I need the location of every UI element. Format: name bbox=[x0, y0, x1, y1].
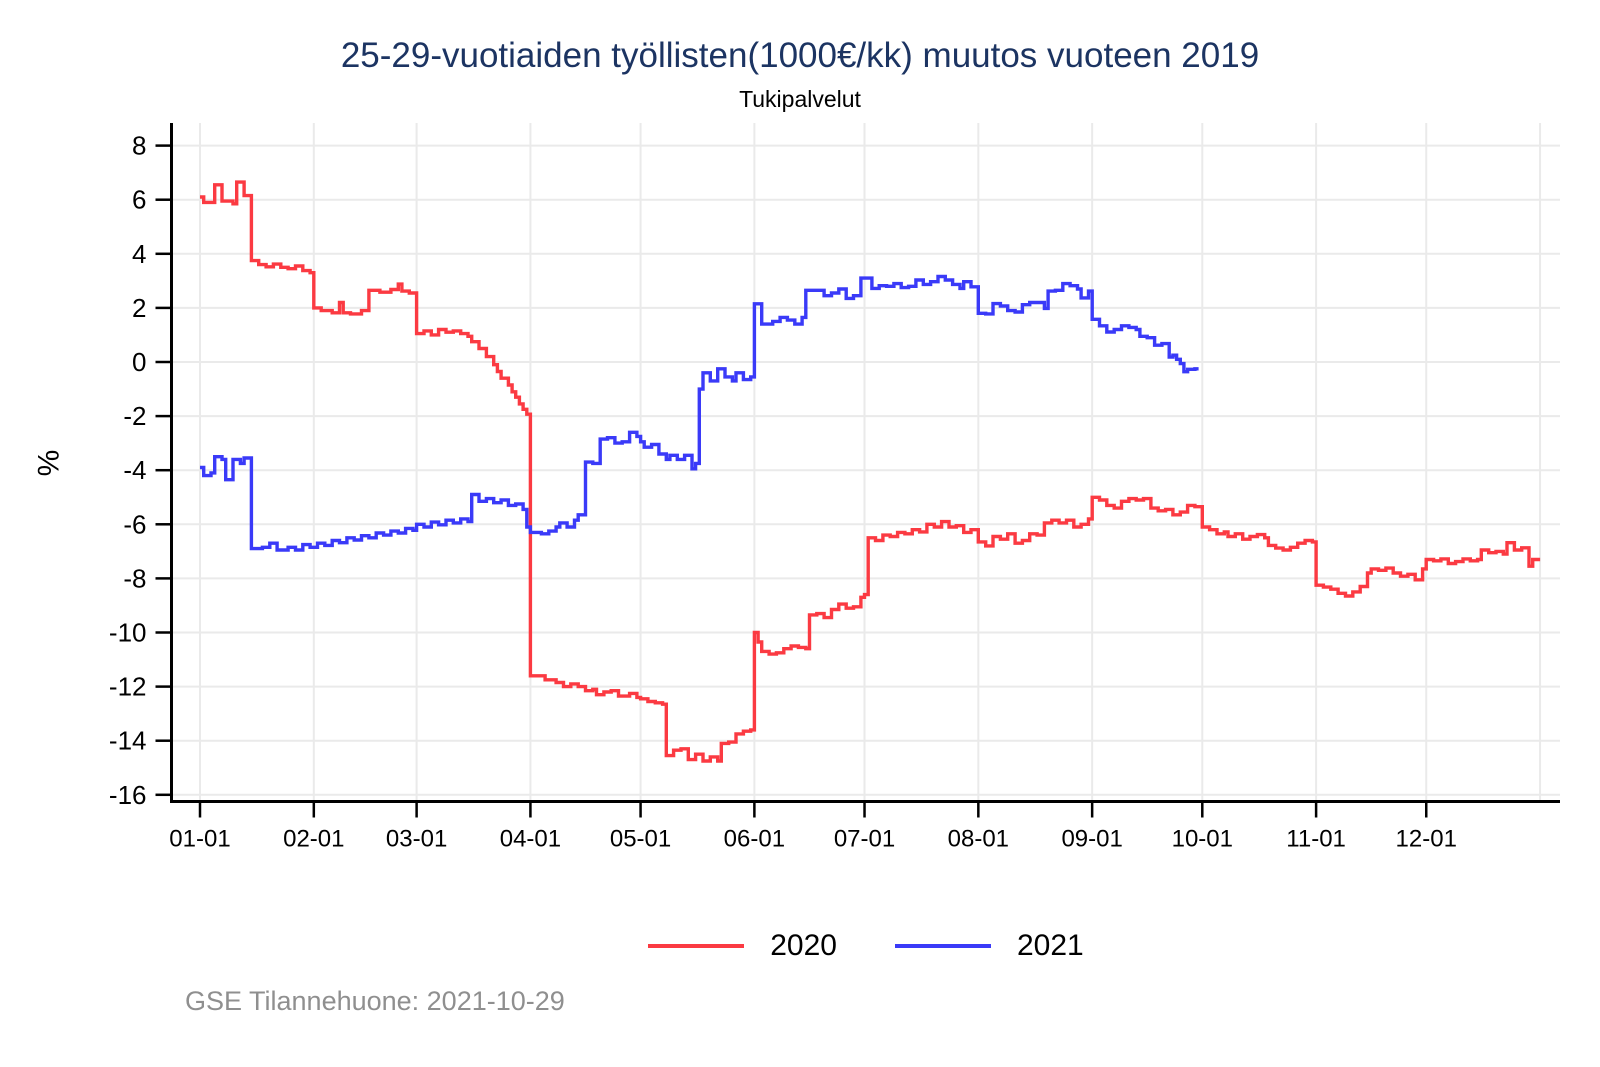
x-tick-label: 10-01 bbox=[1172, 826, 1233, 853]
y-tick-label: -12 bbox=[109, 672, 147, 702]
x-tick-label: 05-01 bbox=[610, 826, 671, 853]
y-tick-label: -16 bbox=[109, 780, 147, 810]
x-tick-label: 06-01 bbox=[724, 826, 785, 853]
x-tick-label: 01-01 bbox=[169, 826, 230, 853]
x-tick-label: 08-01 bbox=[948, 826, 1009, 853]
y-tick-label: -14 bbox=[109, 726, 147, 756]
legend-label-2021: 2021 bbox=[1017, 929, 1084, 962]
x-tick-label: 11-01 bbox=[1286, 826, 1346, 853]
y-tick-label: 4 bbox=[132, 239, 146, 269]
x-tick-label: 09-01 bbox=[1061, 826, 1122, 853]
y-tick-label: 0 bbox=[132, 347, 146, 377]
y-tick-label: -8 bbox=[123, 563, 146, 593]
x-tick-label: 04-01 bbox=[500, 826, 561, 853]
source-note: GSE Tilannehuone: 2021-10-29 bbox=[185, 986, 565, 1016]
legend-line-2020 bbox=[648, 944, 745, 948]
y-tick-label: 8 bbox=[132, 131, 146, 161]
legend: 2020 2021 bbox=[172, 931, 1560, 961]
x-tick-label: 12-01 bbox=[1396, 826, 1457, 853]
series-line-2020 bbox=[200, 180, 1541, 763]
legend-line-2021 bbox=[895, 944, 991, 948]
y-tick-label: 2 bbox=[132, 293, 146, 323]
chart-title: 25-29-vuotiaiden työllisten(1000€/kk) mu… bbox=[340, 36, 1260, 75]
x-tick-label: 03-01 bbox=[386, 826, 447, 853]
y-axis-label: % bbox=[32, 449, 66, 477]
chart-subtitle: Tukipalvelut bbox=[739, 86, 861, 112]
y-tick-label: -10 bbox=[109, 618, 147, 648]
y-tick-label: 6 bbox=[132, 185, 146, 215]
x-tick-label: 02-01 bbox=[283, 826, 344, 853]
series-line-2021 bbox=[200, 274, 1199, 552]
y-tick-label: -6 bbox=[123, 509, 146, 539]
x-tick-label: 07-01 bbox=[834, 826, 895, 853]
y-tick-label: -2 bbox=[123, 401, 146, 431]
legend-label-2020: 2020 bbox=[770, 929, 837, 962]
y-tick-label: -4 bbox=[123, 455, 146, 485]
